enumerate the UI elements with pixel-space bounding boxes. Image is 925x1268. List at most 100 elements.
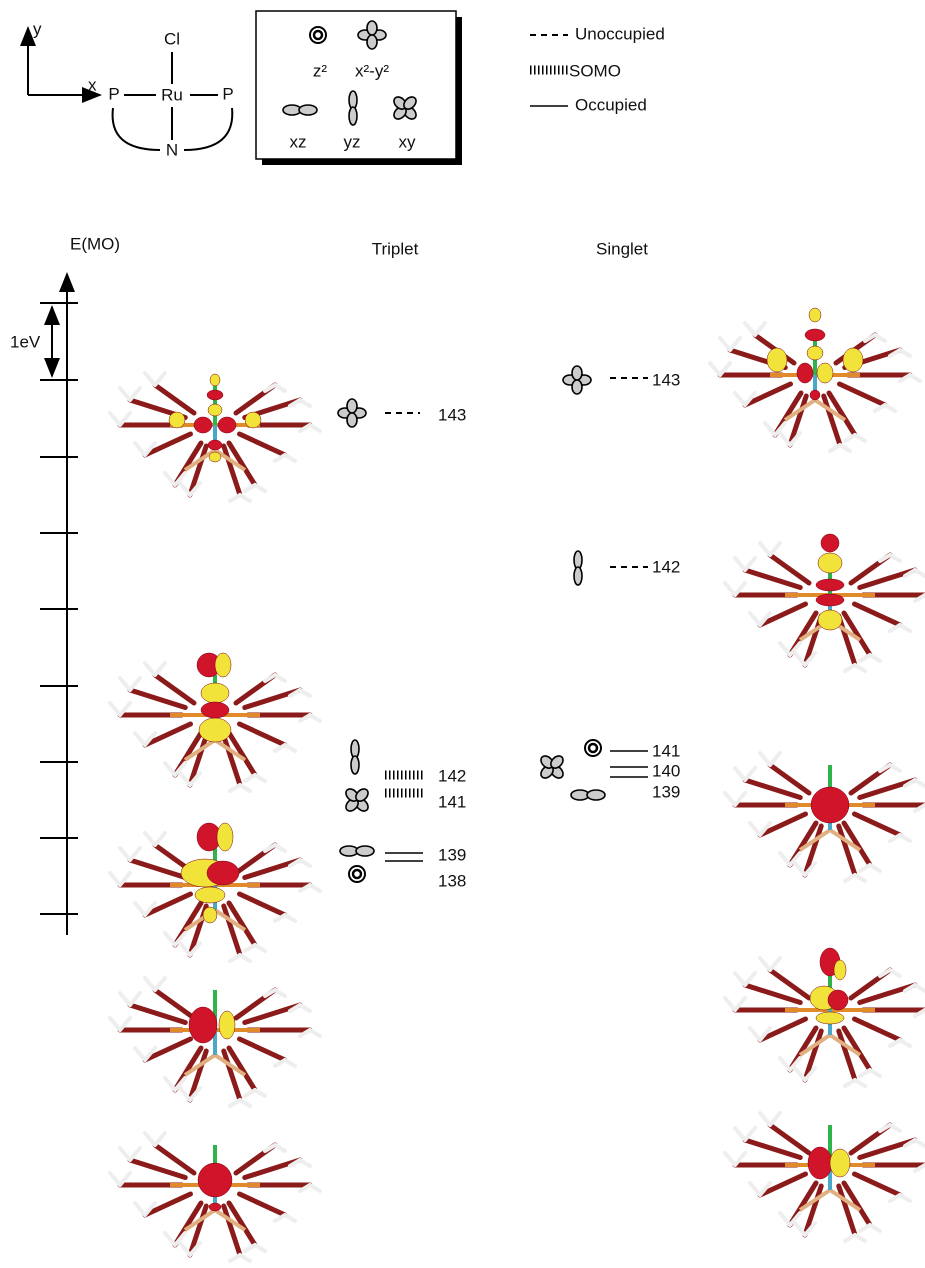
axis-label: E(MO) (70, 234, 120, 253)
h-bond (875, 335, 885, 341)
lobe (356, 846, 374, 856)
orbital-icon (340, 846, 374, 856)
lobe (587, 790, 605, 800)
h-bond (135, 443, 145, 455)
h-bond (780, 433, 790, 445)
h-bond (180, 1243, 190, 1255)
h-bond (180, 773, 190, 785)
key-label: xy (399, 132, 417, 151)
coordinate-axes: y x (28, 19, 100, 95)
orbital-lobe (207, 861, 239, 885)
h-bond (285, 915, 295, 921)
core (589, 744, 597, 752)
h-bond (155, 833, 165, 845)
orbital-lobe (245, 412, 261, 428)
h-bond (110, 1173, 120, 1185)
h-bond (165, 1078, 175, 1090)
h-bond (795, 1068, 805, 1080)
atom-label: P (222, 84, 233, 103)
level-label: 143 (652, 370, 680, 389)
molecule-render (110, 373, 320, 501)
h-bond (155, 978, 165, 990)
h-bond (275, 845, 285, 851)
h-bond (180, 943, 190, 955)
orbital-icon (539, 754, 566, 781)
lobe (349, 107, 357, 125)
h-bond (120, 678, 130, 690)
h-bond (900, 625, 910, 631)
level-label: 142 (652, 557, 680, 576)
h-bond (145, 978, 155, 990)
h-bond (840, 445, 850, 451)
orbital-lobe (215, 653, 231, 677)
orbital-lobe (828, 990, 848, 1010)
h-bond (275, 990, 285, 996)
line-key: Unoccupied SOMO Occupied (530, 24, 665, 114)
h-bond (910, 375, 920, 381)
molecule-render (725, 534, 925, 671)
h-bond (885, 405, 895, 411)
h-bond (240, 495, 250, 501)
orbital-lobe (807, 346, 823, 360)
h-bond (750, 613, 760, 625)
h-bond (155, 373, 165, 385)
h-bond (255, 775, 265, 781)
bond (855, 604, 901, 625)
h-bond (915, 780, 925, 786)
molecule-render (710, 308, 920, 451)
h-bond (130, 388, 140, 400)
key-label: Unoccupied (575, 24, 665, 43)
h-bond (890, 765, 900, 771)
y-label: y (33, 19, 42, 38)
h-bond (275, 675, 285, 681)
h-bond (110, 1018, 120, 1030)
energy-axis: E(MO) 1eV (10, 234, 120, 935)
orbital-lobe (817, 363, 833, 383)
orbital-lobe (843, 348, 863, 372)
h-bond (760, 1113, 770, 1125)
h-bond (165, 473, 175, 485)
orbital-icon (349, 866, 365, 882)
h-bond (300, 860, 310, 866)
h-bond (770, 753, 780, 765)
orbital-lobe (210, 374, 220, 386)
lobe (572, 366, 582, 380)
h-bond (735, 768, 745, 780)
level-label: 139 (438, 845, 466, 864)
h-bond (310, 1030, 320, 1036)
h-bond (745, 323, 755, 335)
orbital-icon (338, 399, 366, 427)
orbital-lobe (809, 308, 821, 322)
h-bond (795, 653, 805, 665)
molecule-render (110, 1133, 320, 1261)
h-bond (285, 455, 295, 461)
orbital-lobe (767, 348, 787, 372)
orbital-icon (349, 91, 357, 125)
h-bond (135, 1048, 145, 1060)
lobe (572, 380, 582, 394)
h-bond (240, 1100, 250, 1106)
orbital-lobe (209, 452, 221, 462)
h-bond (900, 1040, 910, 1046)
h-bond (900, 1195, 910, 1201)
h-bond (750, 1183, 760, 1195)
h-bond (795, 1223, 805, 1235)
orbital-lobe (217, 823, 233, 851)
h-bond (300, 400, 310, 406)
level-label: 140 (652, 761, 680, 780)
h-bond (900, 835, 910, 841)
h-bond (760, 958, 770, 970)
h-bond (310, 885, 320, 891)
h-bond (760, 543, 770, 555)
atom-label: Ru (161, 85, 183, 104)
bond (240, 724, 286, 745)
h-bond (285, 1060, 295, 1066)
h-bond (255, 485, 265, 491)
h-bond (770, 1113, 780, 1125)
h-bond (735, 973, 745, 985)
h-bond (110, 873, 120, 885)
h-bond (750, 1028, 760, 1040)
h-bond (780, 853, 790, 865)
h-bond (735, 558, 745, 570)
bond (240, 894, 286, 915)
